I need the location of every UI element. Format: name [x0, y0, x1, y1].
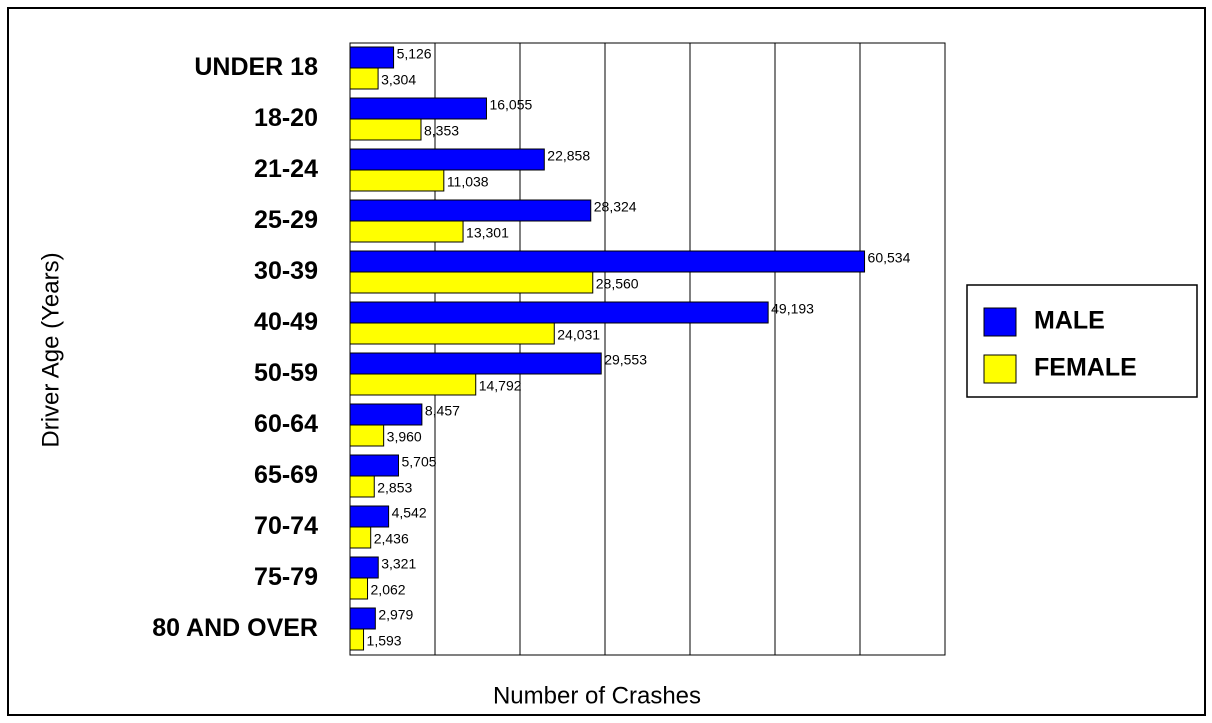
bar: [349, 97, 487, 120]
legend-swatch: [983, 354, 1017, 384]
bar: [349, 322, 555, 345]
bar: [349, 505, 390, 528]
bar: [349, 475, 375, 498]
bar: [349, 67, 379, 90]
bar: [349, 148, 545, 171]
y-tick-label: 25-29: [254, 206, 318, 234]
bar: [349, 556, 379, 579]
legend-label: FEMALE: [1034, 354, 1137, 382]
bar: [349, 271, 594, 294]
value-label: 2,436: [374, 531, 409, 547]
value-label: 2,062: [371, 582, 406, 598]
value-label: 29,553: [604, 352, 647, 368]
value-label: 13,301: [466, 225, 509, 241]
y-tick-label: 70-74: [254, 512, 318, 540]
y-tick-label: 80 AND OVER: [152, 614, 318, 642]
y-tick-label: 75-79: [254, 563, 318, 591]
value-label: 8,353: [424, 123, 459, 139]
value-label: 24,031: [557, 327, 600, 343]
bar: [349, 199, 592, 222]
bar: [349, 352, 602, 375]
bar: [349, 403, 423, 426]
value-label: 5,126: [397, 46, 432, 62]
value-label: 1,593: [367, 633, 402, 649]
plot-area: [349, 42, 946, 656]
value-label: 8,457: [425, 403, 460, 419]
legend-label: MALE: [1034, 307, 1105, 335]
value-label: 49,193: [771, 301, 814, 317]
bar: [349, 220, 464, 243]
bar: [349, 526, 372, 549]
y-tick-label: 21-24: [254, 155, 318, 183]
value-label: 3,321: [381, 556, 416, 572]
y-tick-label: UNDER 18: [194, 53, 318, 81]
bar: [349, 628, 365, 651]
value-label: 5,705: [401, 454, 436, 470]
value-label: 2,853: [377, 480, 412, 496]
bar: [349, 169, 445, 192]
y-tick-label: 60-64: [254, 410, 318, 438]
y-axis-title: Driver Age (Years): [37, 252, 64, 447]
x-axis-title: Number of Crashes: [493, 682, 701, 709]
value-label: 28,324: [594, 199, 637, 215]
bar: [349, 46, 395, 69]
y-tick-label: 30-39: [254, 257, 318, 285]
bar: [349, 607, 376, 630]
y-tick-label: 50-59: [254, 359, 318, 387]
bar: [349, 250, 866, 273]
bar: [349, 373, 477, 396]
value-label: 28,560: [596, 276, 639, 292]
value-label: 22,858: [547, 148, 590, 164]
y-tick-label: 40-49: [254, 308, 318, 336]
value-label: 14,792: [479, 378, 522, 394]
value-label: 60,534: [868, 250, 911, 266]
bar: [349, 118, 422, 141]
value-label: 11,038: [447, 174, 489, 190]
y-tick-label: 65-69: [254, 461, 318, 489]
legend-swatch: [983, 307, 1017, 337]
bar: [349, 424, 385, 447]
value-label: 16,055: [489, 97, 532, 113]
value-label: 3,304: [381, 72, 416, 88]
value-label: 4,542: [392, 505, 427, 521]
value-label: 3,960: [387, 429, 422, 445]
y-tick-label: 18-20: [254, 104, 318, 132]
bar: [349, 577, 369, 600]
bar: [349, 301, 769, 324]
bar: [349, 454, 399, 477]
value-label: 2,979: [378, 607, 413, 623]
